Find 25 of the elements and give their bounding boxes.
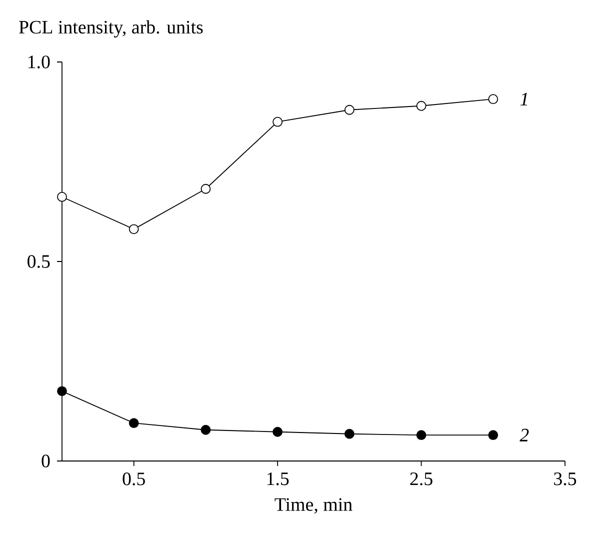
series-label: 1 [520,92,528,106]
point [416,430,426,440]
x-axis-title: Time, min [274,498,352,514]
point [272,116,283,127]
point [200,184,211,194]
x-tick-label: 1.5 [267,472,289,486]
y-tick-label: 0.5 [28,255,50,268]
x-tick-label: 3.5 [554,472,576,486]
point [416,100,426,111]
y-tick-label: 0 [42,454,50,468]
point [488,430,498,440]
point [128,224,139,234]
point [344,104,354,115]
series-label: 2 [520,428,529,442]
point [488,94,498,104]
point [57,386,67,396]
point [57,192,67,202]
x-tick-label: 0.5 [122,472,145,486]
point [344,428,354,439]
y-axis-title: PCL intensity, arb. units [19,20,203,38]
point [272,426,283,437]
y-tick-label: 1.0 [28,56,50,68]
point [200,424,211,435]
point [128,418,139,428]
x-tick-label: 2.5 [410,472,432,486]
